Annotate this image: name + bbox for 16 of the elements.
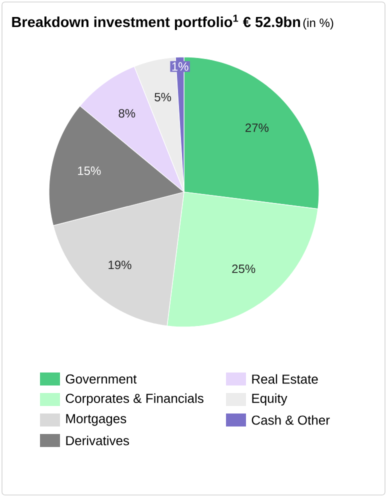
legend-label: Real Estate [252,374,318,384]
legend-label: Equity [252,393,288,406]
data-label: 1% [172,62,188,71]
chart-subtitle: (in %) [303,18,334,30]
legend-label: Mortgages [66,414,126,426]
data-label: 15% [78,166,101,176]
legend-label: Corporates & Financials [66,393,204,406]
data-label: 27% [246,123,268,132]
data-label: 8% [118,109,136,118]
legend-label: Derivatives [66,436,130,446]
data-label: 5% [154,92,172,102]
legend-label: Government [66,374,137,384]
chart-title: Breakdown investment portfolio$^{1}$ € 52.9bn [12,14,300,30]
data-label: 25% [232,264,256,274]
legend-label: Cash & Other [252,415,330,425]
data-label: 19% [108,260,132,270]
